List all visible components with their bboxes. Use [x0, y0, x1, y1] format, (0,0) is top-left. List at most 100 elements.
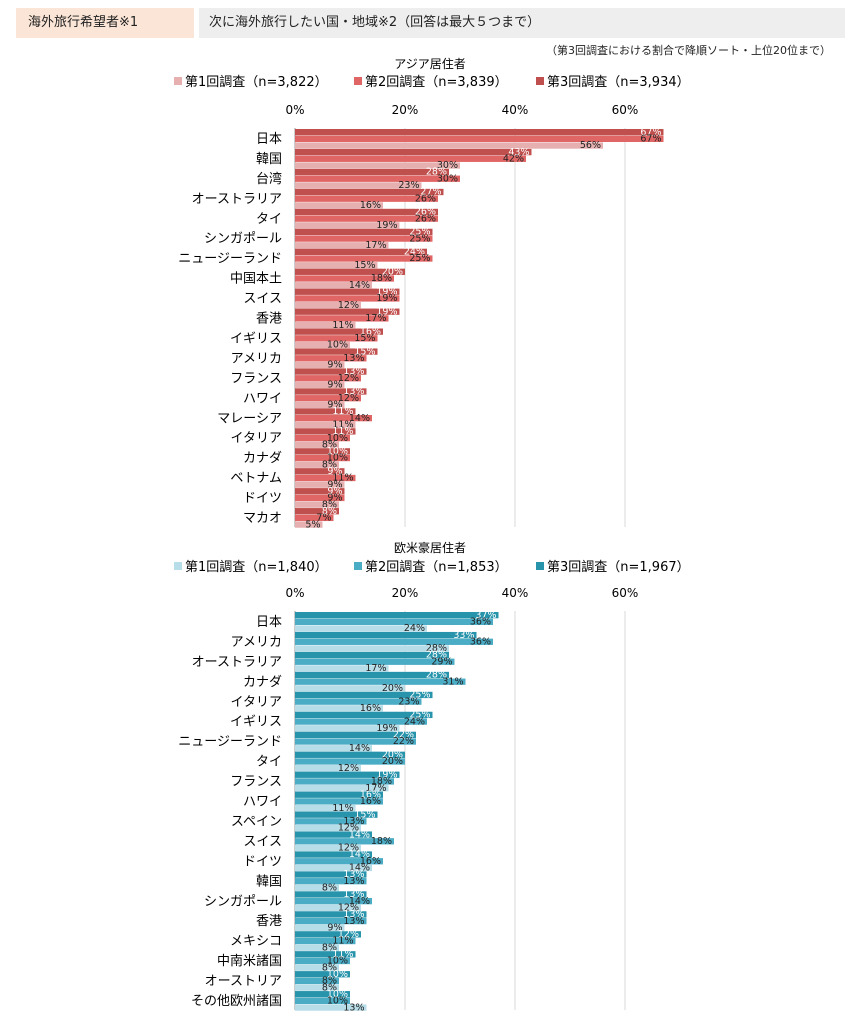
bar — [295, 844, 361, 852]
category-label: メキシコ — [230, 934, 282, 949]
data-label: 9% — [327, 400, 342, 411]
data-label: 12% — [338, 929, 359, 940]
category-label: オーストラリア — [192, 192, 282, 207]
x-tick-label: 0% — [285, 103, 304, 117]
data-label: 24% — [404, 247, 425, 258]
bar — [295, 858, 383, 865]
category-label: 韓国 — [256, 152, 282, 167]
category-label: 中国本土 — [230, 272, 282, 287]
data-label: 9% — [327, 380, 342, 391]
data-label: 16% — [360, 789, 381, 800]
bar — [295, 818, 367, 825]
bar — [295, 434, 350, 442]
bar — [295, 348, 378, 355]
bar — [295, 824, 361, 832]
data-label: 37% — [475, 610, 496, 621]
bar — [295, 731, 416, 738]
bar — [295, 148, 532, 156]
data-label: 12% — [338, 300, 359, 311]
bar — [295, 268, 405, 275]
bar — [295, 691, 433, 699]
bar — [295, 1004, 367, 1011]
data-label: 10% — [327, 969, 348, 980]
bar — [295, 705, 383, 712]
legend-label: 第2回調査（n=3,839） — [365, 75, 508, 90]
category-label: アメリカ — [231, 635, 282, 650]
data-label: 29% — [431, 656, 452, 667]
data-label: 14% — [349, 829, 370, 840]
data-label: 14% — [349, 743, 370, 754]
data-label: 23% — [398, 180, 419, 191]
bar — [295, 804, 356, 812]
data-label: 25% — [409, 233, 430, 244]
bar — [295, 698, 422, 705]
data-label: 12% — [338, 823, 359, 834]
bar — [295, 831, 372, 838]
legend-swatch — [174, 77, 182, 85]
bar — [295, 718, 427, 725]
bar — [295, 977, 339, 985]
bar — [295, 785, 389, 792]
data-label: 42% — [503, 153, 524, 164]
data-label: 12% — [338, 393, 359, 404]
bar — [295, 984, 339, 991]
category-label: アメリカ — [231, 351, 282, 366]
data-label: 31% — [442, 676, 463, 687]
bar — [295, 474, 356, 482]
data-label: 12% — [338, 763, 359, 774]
bar — [295, 195, 438, 202]
data-label: 26% — [415, 193, 436, 204]
bar — [295, 129, 664, 136]
category-label: スイス — [243, 292, 282, 307]
bar — [295, 415, 372, 422]
bar — [295, 864, 372, 872]
bar — [295, 248, 427, 255]
bar — [295, 671, 449, 679]
data-label: 10% — [327, 989, 348, 1000]
bar — [295, 501, 339, 508]
bar — [295, 612, 499, 619]
data-label: 13% — [343, 366, 364, 377]
bar — [295, 448, 350, 455]
data-label: 13% — [343, 889, 364, 900]
bar — [295, 937, 356, 945]
data-label: 17% — [365, 240, 386, 251]
data-label: 56% — [580, 140, 601, 151]
bar — [295, 315, 389, 322]
data-label: 14% — [349, 413, 370, 424]
data-label: 20% — [382, 756, 403, 767]
category-label: ハワイ — [243, 391, 282, 406]
data-label: 18% — [371, 776, 392, 787]
data-label: 15% — [354, 809, 375, 820]
data-label: 10% — [327, 996, 348, 1007]
bar — [295, 851, 372, 858]
data-label: 28% — [426, 167, 447, 178]
data-label: 8% — [322, 439, 337, 450]
data-label: 14% — [349, 280, 370, 291]
bar — [295, 798, 383, 805]
chart-title: アジア居住者 — [394, 57, 466, 71]
bar — [295, 222, 400, 229]
data-label: 26% — [415, 207, 436, 218]
data-label: 67% — [640, 134, 661, 145]
x-tick-label: 20% — [392, 586, 419, 600]
data-label: 13% — [343, 1002, 364, 1013]
legend-label: 第3回調査（n=3,934） — [547, 75, 690, 90]
category-label: マカオ — [243, 511, 282, 526]
sort-note: （第3回調査における割合で降順ソート・上位20位まで） — [546, 44, 831, 57]
bar — [295, 302, 361, 309]
bar — [295, 308, 400, 315]
data-label: 43% — [508, 147, 529, 158]
data-label: 30% — [437, 160, 458, 171]
bar — [295, 871, 367, 878]
data-label: 8% — [322, 506, 337, 517]
bar — [295, 944, 339, 951]
bar — [295, 884, 339, 892]
bar — [295, 991, 350, 998]
data-label: 7% — [316, 513, 331, 524]
data-label: 9% — [327, 479, 342, 490]
data-label: 20% — [382, 749, 403, 760]
